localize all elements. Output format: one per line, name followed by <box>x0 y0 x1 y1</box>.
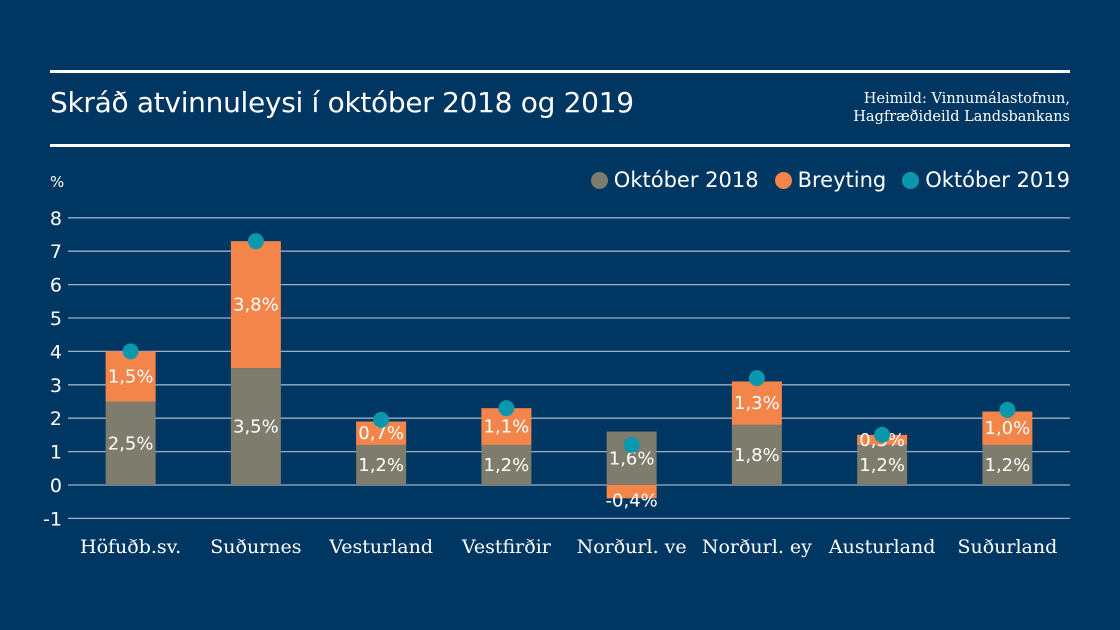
bars <box>105 241 1033 499</box>
data-label-change: 1,3% <box>734 393 780 414</box>
bar-change <box>731 381 782 425</box>
x-tick-label: Vesturland <box>328 536 433 558</box>
data-label-oct2018: 1,8% <box>734 445 780 466</box>
legend-item-change: Breyting <box>774 168 887 192</box>
source-line-2: Hagfræðideild Landsbankans <box>853 109 1070 125</box>
point-oct2019 <box>623 436 640 453</box>
data-label-oct2018: 1,6% <box>609 448 655 469</box>
data-label-change: -0,4% <box>606 490 658 511</box>
source-line-1: Heimild: Vinnumálastofnun, <box>863 91 1070 107</box>
x-tick-label: Austurland <box>828 536 935 558</box>
y-tick-label: 0 <box>50 475 62 497</box>
data-label-oct2018: 1,2% <box>358 455 404 476</box>
bar-change <box>356 421 407 445</box>
bar-oct2018 <box>105 401 156 485</box>
gridlines <box>68 217 1070 520</box>
top-rule <box>50 70 1070 73</box>
source-note: Heimild: Vinnumálastofnun, Hagfræðideild… <box>853 90 1070 126</box>
legend-swatch-change <box>774 171 792 189</box>
x-tick-labels: Höfuðb.sv. Suðurnes Vesturland Vestfirðir No… <box>80 536 1057 558</box>
bar-change <box>606 485 657 499</box>
bar-oct2018 <box>356 444 407 485</box>
bar-oct2018 <box>982 444 1033 485</box>
point-oct2019 <box>498 400 515 417</box>
data-label-oct2018: 1,2% <box>484 455 530 476</box>
x-tick-label: Norðurl. ey <box>702 536 812 558</box>
point-oct2019 <box>748 370 765 387</box>
bar-change <box>105 351 156 402</box>
legend-label-change: Breyting <box>797 168 887 192</box>
data-label-oct2018: 1,2% <box>859 455 905 476</box>
point-oct2019 <box>247 233 264 250</box>
legend-item-oct2018: Október 2018 <box>590 168 759 192</box>
points <box>122 233 1016 453</box>
x-tick-label: Norðurl. ve <box>577 536 687 558</box>
y-tick-labels: -1 0 1 2 3 4 5 6 7 8 <box>43 208 62 531</box>
x-tick-label: Vestfirðir <box>461 536 552 558</box>
data-label-change: 1,1% <box>484 417 530 438</box>
x-tick-label: Höfuðb.sv. <box>80 536 181 558</box>
y-tick-label: 4 <box>50 341 62 363</box>
legend-label-oct2018: Október 2018 <box>613 168 759 192</box>
data-label-change: 1,0% <box>985 418 1031 439</box>
y-tick-label: 6 <box>50 275 62 297</box>
point-oct2019 <box>122 343 139 360</box>
y-tick-label: 7 <box>50 241 62 263</box>
y-tick-label: 5 <box>50 308 62 330</box>
data-labels: 2,5% 1,5% 3,5% 3,8% 1,2% 0,7% 1,2% 1,1% 1,6% -0,4… <box>108 295 1030 512</box>
x-tick-label: Suðurnes <box>210 536 301 558</box>
data-label-oct2018: 2,5% <box>108 433 154 454</box>
y-tick-label: -1 <box>43 508 62 530</box>
legend-swatch-oct2018 <box>590 171 608 189</box>
y-tick-label: 8 <box>50 208 62 230</box>
y-axis-label: % <box>50 173 64 191</box>
bar-oct2018 <box>731 424 782 485</box>
bar-change <box>230 241 281 369</box>
point-oct2019 <box>874 426 891 443</box>
legend-item-oct2019: Október 2019 <box>902 168 1070 192</box>
point-oct2019 <box>999 401 1016 418</box>
data-label-change: 1,5% <box>108 366 154 387</box>
x-tick-label: Suðurland <box>957 536 1057 558</box>
data-label-oct2018: 3,5% <box>233 417 279 438</box>
y-tick-label: 1 <box>50 442 62 464</box>
data-label-change: 3,8% <box>233 295 279 316</box>
bar-oct2018 <box>230 368 281 485</box>
bar-oct2018 <box>481 444 532 485</box>
legend-label-oct2019: Október 2019 <box>925 168 1070 192</box>
data-label-change: 0,7% <box>358 423 404 444</box>
bottom-rule <box>50 144 1070 147</box>
data-label-oct2018: 1,2% <box>985 455 1031 476</box>
legend-swatch-oct2019 <box>902 171 920 189</box>
point-oct2019 <box>373 411 390 428</box>
bar-oct2018 <box>857 444 908 485</box>
y-tick-label: 3 <box>50 375 62 397</box>
legend: Október 2018 Breyting Október 2019 <box>575 168 1070 192</box>
chart-title: Skráð atvinnuleysi í október 2018 og 201… <box>50 86 634 119</box>
y-tick-label: 2 <box>50 408 62 430</box>
